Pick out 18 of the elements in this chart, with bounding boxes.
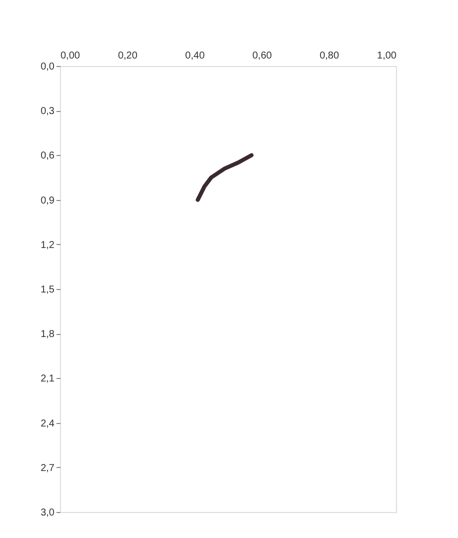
- line-series: [196, 153, 254, 202]
- x-tick-label: 0,60: [252, 50, 272, 62]
- y-tick-label: 0,9: [40, 195, 55, 206]
- x-tick-label: 0,80: [320, 50, 340, 62]
- y-tick-label: 1,8: [40, 329, 55, 340]
- x-tick-label: 0,00: [60, 50, 80, 62]
- y-tick-label: 0,0: [40, 62, 55, 72]
- y-tick-label: 1,2: [40, 240, 55, 251]
- x-tick-label: 0,20: [118, 50, 138, 62]
- y-tick-label: 2,1: [40, 374, 55, 385]
- x-tick-label: 1,00: [377, 50, 397, 62]
- y-tick-label: 2,7: [40, 462, 55, 474]
- y-tick-label: 3,0: [40, 508, 55, 518]
- y-tick-label: 1,5: [40, 284, 55, 296]
- x-tick-label: 0,40: [185, 50, 206, 62]
- y-tick-label: 0,3: [40, 106, 55, 118]
- y-tick-label: 0,6: [40, 150, 55, 162]
- y-tick-label: 2,4: [40, 418, 55, 430]
